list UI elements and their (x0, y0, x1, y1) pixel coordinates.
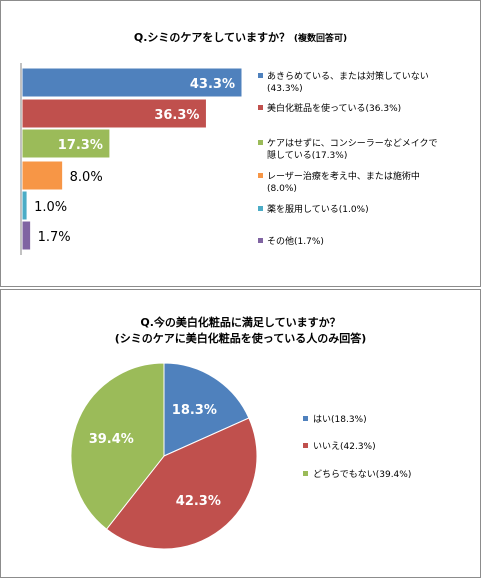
pie-slice-3 (70, 362, 165, 530)
bar-value-label-2: 36.3% (154, 108, 199, 123)
pie-chart-title: Q.今の美白化粧品に満足していますか？ (140, 316, 341, 329)
bar-value-label-1: 43.3% (190, 77, 235, 92)
bar-chart-title-note: (複数回答可) (293, 34, 348, 44)
legend-entry-1: あきらめている、または対策していない (267, 70, 429, 82)
pie-legend-entry-1: はい(18.3%) (313, 414, 367, 425)
legend-marker-1 (258, 73, 263, 78)
bar-value-label-5: 1.0% (34, 200, 67, 215)
bar-chart-panel: Q.シミのケアをしていますか？ (複数回答可) 43.3% 36.3% 17.3% 8… (0, 0, 481, 287)
bar-5 (21, 190, 28, 221)
bar-value-label-3: 17.3% (58, 138, 103, 153)
legend-entry-1-cont: (43.3%) (267, 84, 303, 94)
pie-chart-plot: 18.3% 42.3% 39.4% はい(18.3%) いいえ(42.3%) どちらでもな… (70, 362, 411, 550)
legend-marker-6 (258, 238, 263, 243)
pie-slice-1 (163, 362, 250, 457)
bar-4 (21, 160, 64, 191)
pie-chart-panel: Q.今の美白化粧品に満足していますか？ (シミのケアに美白化粧品を使っている人の… (0, 289, 481, 578)
legend-marker-5 (258, 206, 263, 211)
pie-value-label-3: 39.4% (89, 432, 134, 447)
bar-1 (21, 67, 243, 98)
bar-3 (21, 128, 111, 159)
bar-value-label-4: 8.0% (70, 170, 103, 185)
bar-6 (21, 220, 32, 251)
pie-value-label-1: 18.3% (172, 403, 217, 418)
bar-2 (21, 98, 207, 129)
legend-entry-5: 薬を服用している(1.0%) (267, 203, 369, 215)
legend-entry-3-cont: 隠している(17.3%) (267, 149, 347, 161)
legend-entry-3: ケアはせずに、コンシーラーなどメイクで (267, 138, 438, 149)
legend-entry-4-cont: (8.0%) (267, 184, 297, 194)
legend-marker-3 (258, 140, 263, 145)
bar-chart-title: Q.シミのケアをしていますか？ (複数回答可) (1, 29, 480, 45)
pie-slice-2 (105, 417, 258, 550)
pie-legend-marker-3 (303, 471, 308, 476)
legend-entry-6: その他(1.7%) (267, 235, 324, 247)
bar-chart-title-text: Q.シミのケアをしていますか？ (133, 31, 291, 44)
legend-marker-4 (258, 173, 263, 178)
pie-legend-entry-3: どちらでもない(39.4%) (313, 469, 411, 480)
legend-entry-4: レーザー治療を考え中、または施術中 (267, 170, 420, 182)
pie-legend-marker-2 (303, 443, 308, 448)
pie-value-label-2: 42.3% (176, 494, 221, 509)
pie-legend-marker-1 (303, 416, 308, 421)
bar-value-label-6: 1.7% (38, 230, 71, 245)
pie-legend-entry-2: いいえ(42.3%) (313, 441, 376, 452)
legend-marker-2 (258, 105, 263, 110)
bar-chart-plot: 43.3% 36.3% 17.3% 8.0%1.0% 1.7% あきらめている、または対策… (20, 63, 438, 255)
pie-chart-subtitle: (シミのケアに美白化粧品を使っている人のみ回答) (114, 332, 367, 345)
legend-entry-2: 美白化粧品を使っている(36.3%) (267, 102, 401, 114)
